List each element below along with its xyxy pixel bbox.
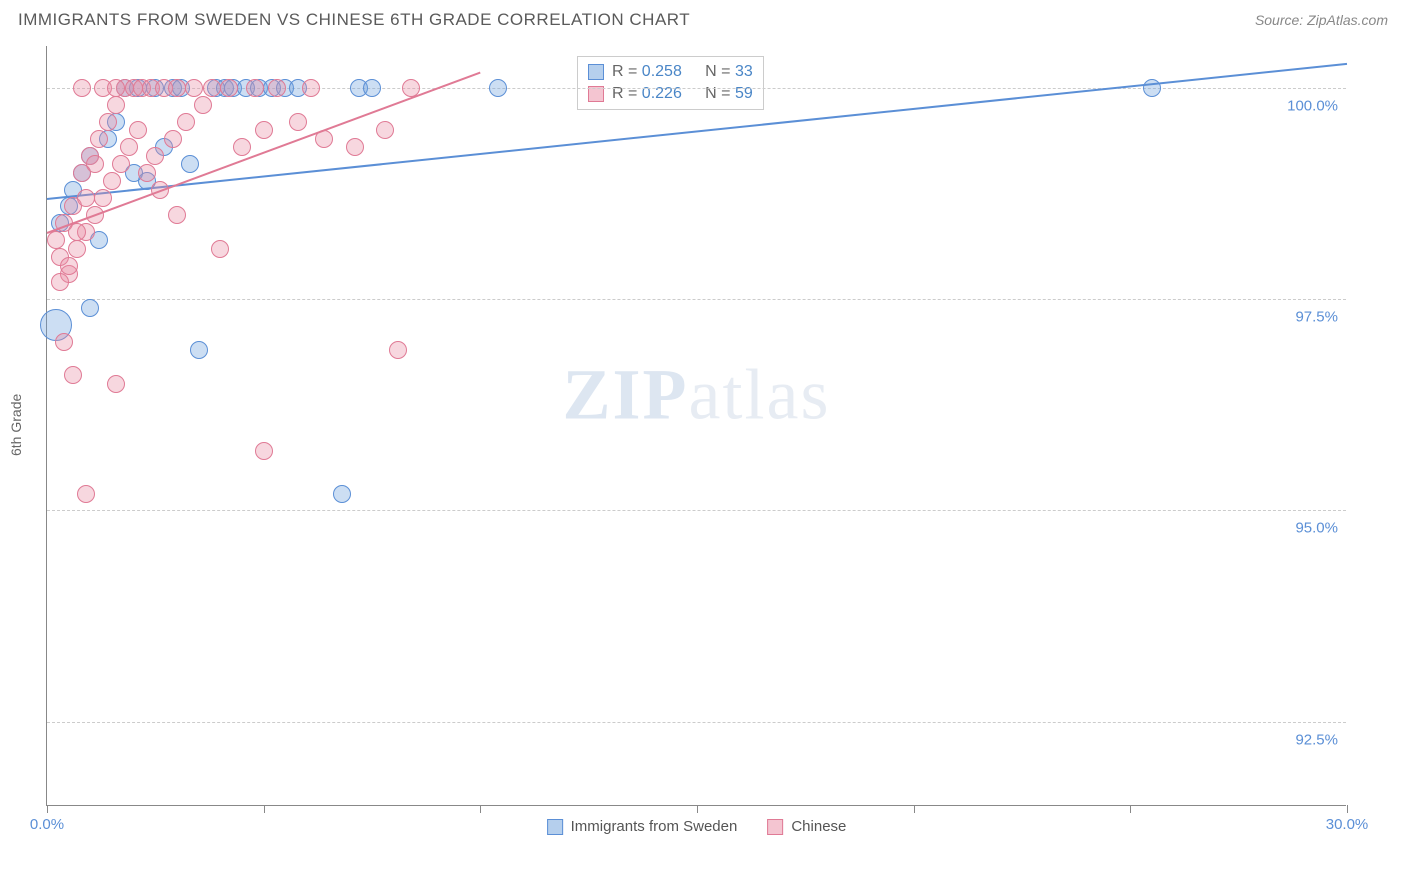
x-tick: [264, 805, 265, 813]
legend-label: Chinese: [791, 818, 846, 835]
data-point: [302, 79, 320, 97]
data-point: [68, 240, 86, 258]
data-point: [60, 257, 78, 275]
x-tick: [480, 805, 481, 813]
legend-label: Immigrants from Sweden: [571, 818, 738, 835]
data-point: [68, 223, 86, 241]
title-bar: IMMIGRANTS FROM SWEDEN VS CHINESE 6TH GR…: [0, 0, 1406, 36]
data-point: [346, 138, 364, 156]
data-point: [268, 79, 286, 97]
data-point: [64, 366, 82, 384]
data-point: [289, 113, 307, 131]
data-point: [177, 113, 195, 131]
data-point: [190, 341, 208, 359]
x-tick: [47, 805, 48, 813]
data-point: [255, 121, 273, 139]
x-tick: [1347, 805, 1348, 813]
x-tick: [697, 805, 698, 813]
data-point: [255, 442, 273, 460]
watermark-bold: ZIP: [563, 355, 689, 435]
watermark-light: atlas: [689, 355, 831, 435]
data-point: [86, 155, 104, 173]
data-point: [211, 240, 229, 258]
data-point: [81, 299, 99, 317]
data-point: [112, 155, 130, 173]
data-point: [120, 138, 138, 156]
y-tick-label: 92.5%: [1295, 731, 1338, 748]
x-tick-label: 0.0%: [30, 816, 64, 833]
legend-swatch: [767, 819, 783, 835]
x-tick: [914, 805, 915, 813]
correlation-legend: R = 0.258 N = 33 R = 0.226 N = 59: [577, 56, 764, 110]
data-point: [51, 273, 69, 291]
data-point: [107, 79, 125, 97]
x-tick-label: 30.0%: [1326, 816, 1369, 833]
legend-swatch: [547, 819, 563, 835]
plot-area: ZIPatlas R = 0.258 N = 33 R = 0.226 N = 5…: [46, 46, 1346, 806]
y-tick-label: 95.0%: [1295, 520, 1338, 537]
y-axis-label: 6th Grade: [8, 394, 24, 456]
data-point: [73, 79, 91, 97]
data-point: [146, 147, 164, 165]
source-label: Source: ZipAtlas.com: [1255, 12, 1388, 28]
data-point: [103, 172, 121, 190]
data-point: [90, 130, 108, 148]
data-point: [233, 138, 251, 156]
data-point: [185, 79, 203, 97]
data-point: [363, 79, 381, 97]
data-point: [376, 121, 394, 139]
chart-container: 6th Grade ZIPatlas R = 0.258 N = 33R = 0…: [0, 36, 1406, 866]
chart-title: IMMIGRANTS FROM SWEDEN VS CHINESE 6TH GR…: [18, 10, 690, 30]
data-point: [129, 121, 147, 139]
data-point: [168, 206, 186, 224]
gridline: [47, 510, 1346, 511]
data-point: [333, 485, 351, 503]
data-point: [181, 155, 199, 173]
y-tick-label: 97.5%: [1295, 309, 1338, 326]
data-point: [194, 96, 212, 114]
data-point: [138, 164, 156, 182]
data-point: [99, 113, 117, 131]
data-point: [489, 79, 507, 97]
gridline: [47, 722, 1346, 723]
data-point: [47, 231, 65, 249]
series-legend: Immigrants from Sweden Chinese: [547, 818, 847, 835]
data-point: [220, 79, 238, 97]
y-tick-label: 100.0%: [1287, 98, 1338, 115]
legend-row: R = 0.258 N = 33: [588, 61, 753, 83]
data-point: [164, 130, 182, 148]
legend-item: Immigrants from Sweden: [547, 818, 738, 835]
gridline: [47, 299, 1346, 300]
data-point: [107, 96, 125, 114]
legend-item: Chinese: [767, 818, 846, 835]
data-point: [77, 189, 95, 207]
data-point: [389, 341, 407, 359]
data-point: [203, 79, 221, 97]
data-point: [77, 485, 95, 503]
data-point: [107, 375, 125, 393]
watermark: ZIPatlas: [563, 354, 831, 437]
data-point: [168, 79, 186, 97]
data-point: [55, 333, 73, 351]
legend-swatch: [588, 64, 604, 80]
legend-row: R = 0.226 N = 59: [588, 83, 753, 105]
legend-stats: R = 0.258 N = 33: [612, 63, 753, 81]
data-point: [94, 189, 112, 207]
data-point: [246, 79, 264, 97]
x-tick: [1130, 805, 1131, 813]
